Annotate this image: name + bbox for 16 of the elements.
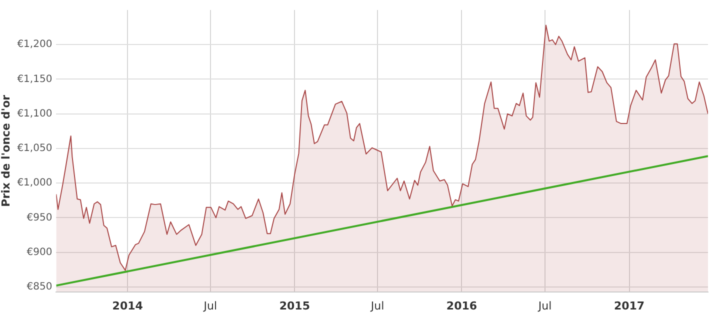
y-tick-label: €1,100 [17, 108, 52, 120]
y-tick-label: €850 [26, 282, 52, 293]
y-tick-label: €1,050 [17, 143, 52, 154]
x-tick-label: Jul [370, 299, 384, 312]
x-tick-label: Jul [202, 299, 218, 312]
y-tick-label: €1,150 [17, 74, 52, 85]
y-tick-label: €1,000 [17, 178, 52, 189]
y-tick-label: €1,200 [17, 39, 52, 50]
y-axis-title: Prix de l'once d'or [0, 94, 12, 207]
x-tick-label: Jul [537, 299, 552, 312]
x-tick-label: 2016 [446, 299, 478, 312]
x-tick-label: 2017 [614, 299, 645, 312]
y-tick-label: €950 [26, 212, 52, 224]
x-tick-label: 2014 [112, 299, 144, 312]
y-tick-label: €900 [26, 246, 52, 258]
x-tick-label: 2015 [279, 299, 310, 312]
